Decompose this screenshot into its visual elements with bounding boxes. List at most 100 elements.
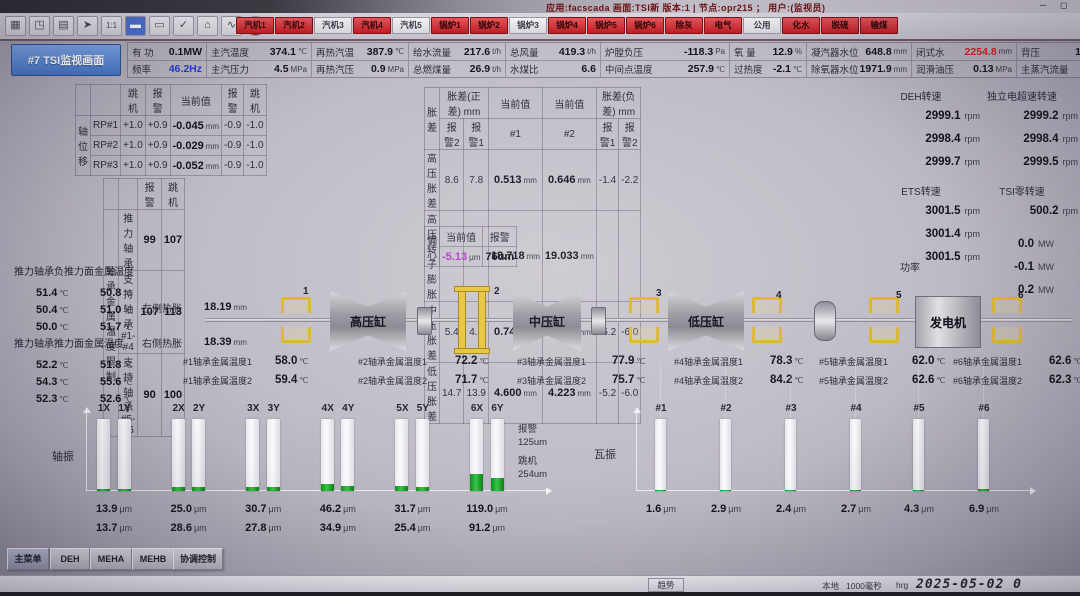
bearing-temp-label: #5轴承金属温度2 <box>819 376 889 386</box>
shaft-vibration-bar-5Y[interactable] <box>415 419 429 491</box>
kpi-strip: 有 功 0.1MW 频率 46.2Hz 主汽温度 374.1 ℃ 主汽压力 4.5 MPa 再热汽温… <box>127 42 1080 78</box>
kpi-column: 背压14.127kPa 主蒸汽流量199.5 <box>1017 43 1080 77</box>
bottom-nav-DEH[interactable]: DEH <box>50 548 90 570</box>
tag-blue-icon[interactable]: ▬ <box>125 16 146 36</box>
overspeed-block: 独立电超速转速 2999.2 rpm 2998.4 rpm 2999.5 rpm <box>987 92 1078 168</box>
unit-nav-buttons: 汽机1 汽机2 汽机3 汽机4 汽机5 锅炉1 锅炉2 锅炉3 锅炉4 锅炉5 锅炉6 除灰 电气 公用化… <box>236 17 898 34</box>
kpi-column: 凝汽器水位 648.8 mm 除氧器水位 1971.9 mm <box>807 43 912 77</box>
window-titlebar: 应用:facscada 画面:TSI新 版本:1 | 节点:opr215 ； 用… <box>0 0 1080 13</box>
nav-button-电气[interactable]: 电气 <box>704 17 742 34</box>
shaft-vibration-bar-4Y[interactable] <box>341 419 355 491</box>
bearing-temp-value: 58.0 ℃ <box>275 355 309 367</box>
nav-button-汽机4[interactable]: 汽机4 <box>353 17 391 34</box>
bearing-number: 1 <box>303 286 309 297</box>
bottom-nav-主菜单[interactable]: 主菜单 <box>7 548 49 570</box>
shaft-vibration-bar-6X[interactable] <box>470 419 483 491</box>
shaft-vibration-bar-1Y[interactable] <box>117 419 131 491</box>
nav-button-锅炉4[interactable]: 锅炉4 <box>548 17 586 34</box>
thrust-temp-row: 54.3 ℃ 55.6 ℃ <box>36 376 133 388</box>
fit-screen-icon[interactable]: ◳ <box>29 16 50 36</box>
kpi-cell: 氧 量 12.9% <box>730 43 806 61</box>
shaft-vibration-bar-6Y[interactable] <box>490 419 504 491</box>
shaft-vibration-bar-3Y[interactable] <box>266 419 280 491</box>
nav-button-汽机1[interactable]: 汽机1 <box>236 17 274 34</box>
bar-value: 27.8 μm <box>245 522 282 534</box>
nav-button-脱硫[interactable]: 脱硫 <box>821 17 859 34</box>
bar-category: 1X <box>97 403 111 414</box>
pad-vibration-bar-#1[interactable] <box>655 419 666 491</box>
shaft-vibration-bar-2X[interactable] <box>171 419 185 491</box>
shaft-vibration-bar-4X[interactable] <box>320 419 334 491</box>
nav-button-汽机3[interactable]: 汽机3 <box>314 17 352 34</box>
bearing-temp-label: #6轴承金属温度1 <box>953 357 1023 367</box>
kpi-cell: 有 功 0.1MW <box>128 43 206 61</box>
nav-button-锅炉1[interactable]: 锅炉1 <box>431 17 469 34</box>
bottom-bezel <box>0 592 1080 596</box>
kpi-column: 有 功 0.1MW 频率 46.2Hz <box>128 43 207 77</box>
x-axis-arrow <box>546 487 552 495</box>
maximize-icon[interactable]: ◻ <box>1060 0 1068 10</box>
home-icon[interactable]: ⌂ <box>197 16 218 36</box>
bearing-temp-label: #1轴承金属温度2 <box>183 376 253 386</box>
tag-gray-icon[interactable]: ▭ <box>149 16 170 36</box>
bearing-bottom-icon <box>869 327 899 343</box>
bearing-temp-value: 75.7 ℃ <box>612 374 646 386</box>
toolbar-icons: ▦◳▤➤1:1▬▭✓⌂∿! <box>5 16 266 36</box>
bearing-temp-label: #3轴承金属温度1 <box>517 357 587 367</box>
nav-button-输煤[interactable]: 输煤 <box>860 17 898 34</box>
bearing-temp-value: 62.0 ℃ <box>912 355 946 367</box>
bottom-nav-MEHB[interactable]: MEHB <box>132 548 174 570</box>
nav-button-锅炉6[interactable]: 锅炉6 <box>626 17 664 34</box>
deh-speed-block: DEH转速 2999.1 rpm 2998.4 rpm 2999.7 rpm <box>900 92 980 168</box>
nav-button-锅炉2[interactable]: 锅炉2 <box>470 17 508 34</box>
bar-value: 13.9 μm <box>95 503 133 515</box>
nav-button-公用[interactable]: 公用 <box>743 17 781 34</box>
pad-vibration-bar-#2[interactable] <box>720 419 731 491</box>
pointer-icon[interactable]: ➤ <box>77 16 98 36</box>
bearing-top-icon <box>281 297 311 313</box>
shaft-vibration-bar-2Y[interactable] <box>192 419 206 491</box>
print-icon[interactable]: ▤ <box>53 16 74 36</box>
bearing-temp-value: 84.2 ℃ <box>770 374 804 386</box>
shaft-vibration-bar-3X[interactable] <box>246 419 260 491</box>
toolbar: ▦◳▤➤1:1▬▭✓⌂∿! 汽机1汽机2汽机3汽机4汽机5锅炉1锅炉2锅炉3锅炉… <box>0 13 1080 41</box>
pad-vibration-bar-#5[interactable] <box>913 419 924 491</box>
nav-button-锅炉5[interactable]: 锅炉5 <box>587 17 625 34</box>
bar-value: 25.0 μm <box>170 503 207 515</box>
confirm-icon[interactable]: ✓ <box>173 16 194 36</box>
bearing-number: 6 <box>1018 290 1024 301</box>
bar-value: 1.6 μm <box>646 503 676 515</box>
shaft-vibration-bar-5X[interactable] <box>395 419 409 491</box>
kpi-cell: 过热度 -2.1 ℃ <box>734 63 802 76</box>
one-to-one-icon[interactable]: 1:1 <box>101 16 122 36</box>
y-axis <box>86 413 87 491</box>
page-title[interactable]: #7 TSI监视画面 <box>11 44 121 76</box>
right-expansion-label: 右侧热胀 <box>142 339 182 350</box>
cylinder: 高压缸 <box>330 291 406 351</box>
minimize-icon[interactable]: ─ <box>1040 0 1047 10</box>
pad-vibration-bar-#4[interactable] <box>850 419 861 491</box>
bar-value: 6.9 μm <box>969 503 999 515</box>
trend-button[interactable]: 趋势 <box>648 578 684 592</box>
nav-button-除灰[interactable]: 除灰 <box>665 17 703 34</box>
axial-displacement-table: 跳机 报警 当前值 报警 跳机 轴位移 RP#1 +1.0 +0.9 -0.045 mm -0.9 -1… <box>75 84 267 176</box>
bar-value: 46.2 μm <box>319 503 356 515</box>
nav-button-锅炉3[interactable]: 锅炉3 <box>509 17 547 34</box>
bottom-nav-MEHA[interactable]: MEHA <box>90 548 132 570</box>
nav-button-汽机2[interactable]: 汽机2 <box>275 17 313 34</box>
pad-vibration-bar-#6[interactable] <box>978 419 989 491</box>
nav-button-化水[interactable]: 化水 <box>782 17 820 34</box>
shaft-vibration-bar-1X[interactable] <box>97 419 110 491</box>
bearing-temp-label: #4轴承金属温度2 <box>674 376 744 386</box>
nav-button-汽机5[interactable]: 汽机5 <box>392 17 430 34</box>
bearing-bottom-icon <box>992 327 1022 343</box>
bar-value: 25.4 μm <box>394 522 431 534</box>
kpi-column: 炉膛负压 -118.3 Pa 中间点温度 257.9 ℃ <box>601 43 730 77</box>
grid-icon[interactable]: ▦ <box>5 16 26 36</box>
bottom-nav-协调控制[interactable]: 协调控制 <box>173 548 223 570</box>
kpi-cell: 水煤比 6.6 <box>510 63 596 76</box>
pad-vibration-bar-#3[interactable] <box>785 419 796 491</box>
bearing-top-icon <box>992 297 1022 313</box>
user-label: hrg <box>896 580 909 590</box>
eccentricity-table: 偏心 当前值 报警 -5.13 μm 76um <box>424 226 518 267</box>
